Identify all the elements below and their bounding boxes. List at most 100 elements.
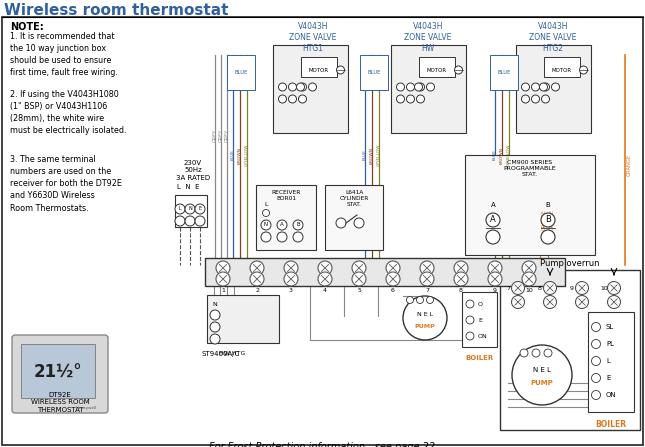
Circle shape <box>279 95 286 103</box>
Text: O: O <box>478 301 483 307</box>
Text: B: B <box>546 202 550 208</box>
Circle shape <box>318 261 332 275</box>
Circle shape <box>185 204 195 214</box>
Bar <box>515 45 591 133</box>
Text: GREY: GREY <box>219 128 224 142</box>
Text: N: N <box>213 303 217 308</box>
Circle shape <box>403 296 447 340</box>
Text: MOTOR: MOTOR <box>551 67 571 72</box>
Circle shape <box>426 296 433 304</box>
Text: SL: SL <box>606 324 614 330</box>
Text: CM900 SERIES
PROGRAMMABLE
STAT.: CM900 SERIES PROGRAMMABLE STAT. <box>504 160 556 177</box>
Text: ON: ON <box>606 392 617 398</box>
Circle shape <box>284 272 298 286</box>
Text: L641A
CYLINDER
STAT.: L641A CYLINDER STAT. <box>339 190 369 207</box>
Text: 7: 7 <box>506 286 510 291</box>
Text: 230V
50Hz
3A RATED: 230V 50Hz 3A RATED <box>176 160 210 181</box>
Text: 5: 5 <box>357 288 361 294</box>
Circle shape <box>175 204 185 214</box>
Bar <box>462 292 497 347</box>
Circle shape <box>210 334 220 344</box>
Text: 1. It is recommended that
the 10 way junction box
should be used to ensure
first: 1. It is recommended that the 10 way jun… <box>10 32 118 77</box>
Text: PL: PL <box>606 341 614 347</box>
Text: G/YELLOW: G/YELLOW <box>507 143 511 166</box>
Text: 10: 10 <box>525 288 533 294</box>
Text: 2. If using the V4043H1080
(1" BSP) or V4043H1106
(28mm), the white wire
must be: 2. If using the V4043H1080 (1" BSP) or V… <box>10 90 126 135</box>
Circle shape <box>288 95 297 103</box>
Bar <box>325 185 383 250</box>
Text: N E L: N E L <box>417 312 433 317</box>
Text: ORANGE: ORANGE <box>542 210 547 231</box>
Circle shape <box>175 216 185 226</box>
Circle shape <box>417 95 424 103</box>
Bar <box>544 57 579 77</box>
Circle shape <box>426 83 435 91</box>
Text: 8: 8 <box>459 288 463 294</box>
Text: A: A <box>491 202 495 208</box>
Circle shape <box>531 83 539 91</box>
Text: 8: 8 <box>538 286 542 291</box>
Text: Pump overrun: Pump overrun <box>541 259 600 268</box>
Text: BOILER: BOILER <box>466 355 493 361</box>
Bar <box>207 295 279 343</box>
Circle shape <box>591 357 600 366</box>
Text: 10: 10 <box>600 286 608 291</box>
Bar <box>500 270 640 430</box>
Circle shape <box>277 232 287 242</box>
Circle shape <box>216 261 230 275</box>
FancyBboxPatch shape <box>12 335 108 413</box>
Circle shape <box>542 83 550 91</box>
Text: 9: 9 <box>493 288 497 294</box>
Text: 4: 4 <box>323 288 327 294</box>
Circle shape <box>511 282 524 295</box>
Circle shape <box>591 322 600 332</box>
Text: V4043H
ZONE VALVE
HW: V4043H ZONE VALVE HW <box>404 22 452 53</box>
Circle shape <box>466 316 474 324</box>
Circle shape <box>352 261 366 275</box>
Circle shape <box>417 296 424 304</box>
Circle shape <box>420 261 434 275</box>
Text: BLUE: BLUE <box>234 70 248 75</box>
Bar <box>390 45 466 133</box>
Text: HW HTG: HW HTG <box>219 351 245 356</box>
Circle shape <box>318 272 332 286</box>
Circle shape <box>293 220 303 230</box>
Text: BLUE: BLUE <box>231 149 235 160</box>
Text: MOTOR: MOTOR <box>426 67 446 72</box>
Bar <box>175 195 207 227</box>
Circle shape <box>277 220 287 230</box>
Circle shape <box>544 349 552 357</box>
Circle shape <box>575 295 588 308</box>
Circle shape <box>522 83 530 91</box>
Circle shape <box>466 300 474 308</box>
Text: 3: 3 <box>289 288 293 294</box>
Bar <box>205 258 565 286</box>
Text: 21½°: 21½° <box>34 364 83 382</box>
Text: ST9400A/C: ST9400A/C <box>202 351 241 357</box>
Bar <box>419 57 455 77</box>
Text: PUMP: PUMP <box>415 324 435 329</box>
Text: E: E <box>606 375 610 381</box>
Circle shape <box>397 95 404 103</box>
Circle shape <box>261 220 271 230</box>
Circle shape <box>386 261 400 275</box>
Circle shape <box>336 218 346 228</box>
Circle shape <box>279 83 286 91</box>
Circle shape <box>522 272 536 286</box>
Circle shape <box>250 272 264 286</box>
Circle shape <box>551 83 559 91</box>
Text: N: N <box>188 207 192 211</box>
Text: RECEIVER
BOR01: RECEIVER BOR01 <box>272 190 301 201</box>
Text: BROWN: BROWN <box>500 147 504 164</box>
Circle shape <box>520 349 528 357</box>
Circle shape <box>288 83 297 91</box>
Text: L  N  E: L N E <box>177 184 199 190</box>
Text: Wireless room thermostat: Wireless room thermostat <box>4 3 228 18</box>
Bar <box>21 344 95 398</box>
Circle shape <box>263 210 270 216</box>
Circle shape <box>466 332 474 340</box>
Circle shape <box>541 230 555 244</box>
Circle shape <box>337 66 344 74</box>
Circle shape <box>297 83 304 91</box>
Text: ORANGE: ORANGE <box>550 210 555 231</box>
